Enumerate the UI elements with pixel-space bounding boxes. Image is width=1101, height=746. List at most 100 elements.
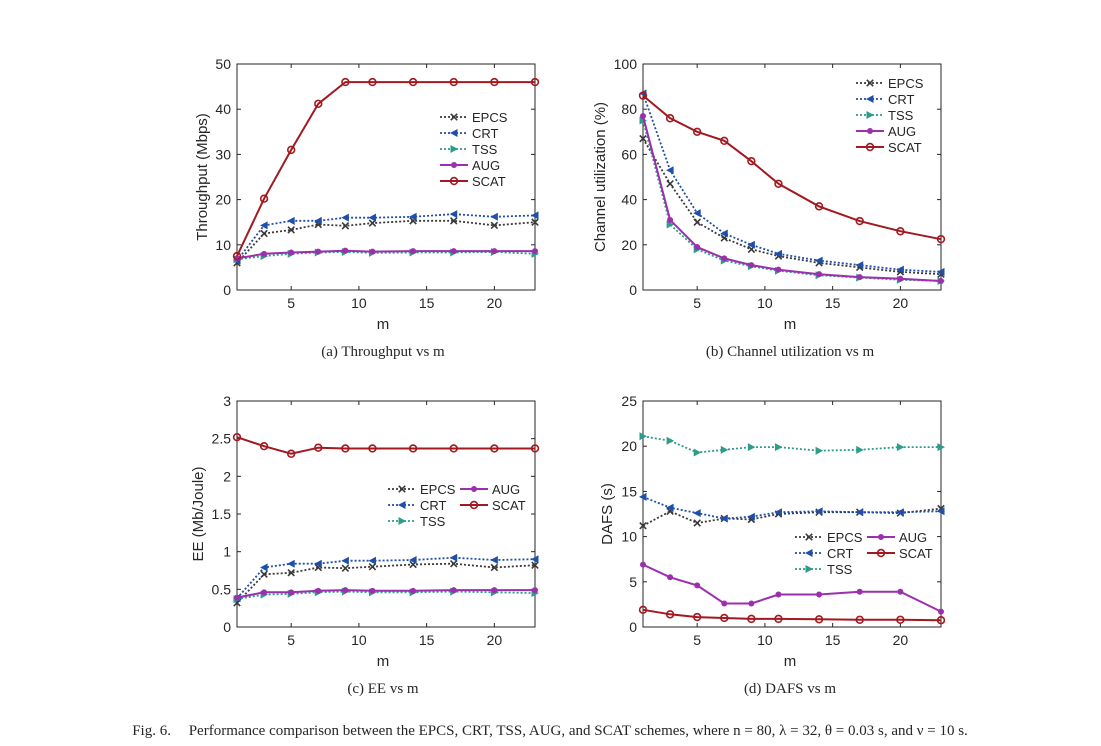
y-tick-label: 0.5 — [212, 581, 232, 597]
data-point-aug — [897, 275, 904, 282]
data-point-tss — [720, 445, 729, 454]
data-point-tss — [937, 443, 945, 452]
data-point-epcs — [450, 113, 458, 121]
data-point-scat — [341, 77, 350, 87]
data-point-aug — [342, 247, 349, 254]
data-point-epcs — [531, 561, 539, 569]
data-point-scat — [469, 500, 479, 510]
y-tick-label: 0 — [629, 282, 637, 298]
data-point-crt — [260, 221, 268, 230]
y-tick-label: 20 — [621, 438, 637, 454]
subfigure-caption: (a) Throughput vs m — [321, 344, 445, 360]
data-point-crt — [747, 512, 755, 521]
data-point-aug — [532, 587, 538, 594]
legend-label-tss: TSS — [420, 514, 446, 529]
data-point-crt — [314, 559, 322, 568]
ylabel: EE (Mb/Joule) — [190, 466, 207, 561]
x-tick-label: 5 — [693, 295, 701, 311]
data-point-scat — [259, 194, 269, 203]
legend-label-aug: AUG — [492, 482, 520, 497]
x-tick-label: 5 — [287, 632, 295, 648]
data-point-epcs — [449, 217, 458, 225]
y-tick-label: 20 — [215, 192, 231, 208]
data-point-tss — [666, 436, 675, 445]
y-tick-label: 60 — [621, 146, 637, 162]
subfigure-caption: (b) Channel utilization vs m — [706, 344, 875, 360]
data-point-crt — [855, 261, 864, 270]
plot-area — [642, 400, 942, 628]
data-point-scat — [692, 127, 702, 137]
y-tick-label: 40 — [621, 192, 637, 208]
data-point-aug — [816, 591, 823, 598]
xlabel: m — [377, 316, 390, 333]
data-point-aug — [938, 608, 944, 615]
data-point-scat — [449, 77, 458, 87]
data-point-aug — [856, 274, 863, 281]
data-point-aug — [775, 591, 782, 598]
y-tick-label: 10 — [621, 529, 637, 545]
data-point-crt — [666, 166, 674, 175]
x-tick-label: 15 — [825, 632, 841, 648]
data-point-epcs — [287, 226, 295, 234]
data-point-aug — [897, 588, 904, 595]
data-point-crt — [449, 553, 458, 562]
x-tick-label: 15 — [419, 632, 435, 648]
data-point-tss — [450, 145, 458, 153]
legend-label-crt: CRT — [827, 546, 854, 561]
y-tick-label: 15 — [621, 483, 637, 499]
data-point-scat — [530, 77, 540, 87]
data-point-crt — [639, 89, 647, 98]
y-tick-label: 40 — [215, 101, 231, 117]
data-point-crt — [341, 556, 349, 565]
data-point-aug — [775, 266, 782, 273]
y-tick-label: 80 — [621, 101, 637, 117]
data-point-scat — [814, 202, 824, 211]
y-tick-label: 25 — [621, 393, 637, 409]
data-point-crt — [815, 507, 823, 516]
y-tick-label: 50 — [215, 56, 231, 72]
data-point-aug — [234, 594, 240, 601]
data-point-crt — [896, 265, 904, 274]
data-point-scat — [286, 449, 296, 458]
data-point-aug — [694, 244, 701, 251]
data-point-scat — [876, 548, 886, 558]
data-point-scat — [368, 77, 377, 87]
data-point-crt — [937, 507, 945, 516]
data-point-epcs — [866, 79, 874, 87]
data-point-scat — [449, 444, 458, 453]
data-point-scat — [720, 136, 729, 146]
x-tick-label: 20 — [893, 295, 909, 311]
data-point-aug — [856, 588, 863, 595]
ylabel: Throughput (Mbps) — [194, 113, 211, 241]
series-line-aug — [642, 563, 942, 613]
legend-label-aug: AUG — [888, 124, 916, 139]
data-point-epcs — [341, 222, 350, 230]
data-point-aug — [491, 587, 498, 594]
x-tick-label: 5 — [287, 295, 295, 311]
legend-label-aug: AUG — [472, 158, 500, 173]
data-point-crt — [815, 256, 823, 265]
series-line-aug — [236, 589, 535, 599]
y-tick-label: 30 — [215, 146, 231, 162]
data-point-scat — [936, 234, 946, 244]
data-point-scat — [368, 444, 377, 453]
data-point-aug — [748, 262, 755, 269]
data-point-scat — [314, 443, 323, 452]
data-point-crt — [693, 509, 701, 518]
x-tick-label: 15 — [825, 295, 841, 311]
data-point-scat — [232, 432, 242, 442]
data-point-crt — [287, 559, 295, 568]
data-point-aug — [878, 534, 884, 540]
data-point-crt — [937, 267, 945, 276]
data-point-crt — [693, 209, 701, 218]
data-point-crt — [287, 216, 295, 225]
series-line-scat — [236, 81, 535, 257]
x-tick-label: 10 — [757, 632, 773, 648]
data-point-epcs — [341, 564, 350, 573]
data-point-scat — [665, 610, 675, 619]
data-point-crt — [409, 555, 417, 564]
xlabel: m — [784, 653, 797, 670]
data-point-scat — [490, 444, 499, 453]
data-point-aug — [261, 589, 268, 596]
